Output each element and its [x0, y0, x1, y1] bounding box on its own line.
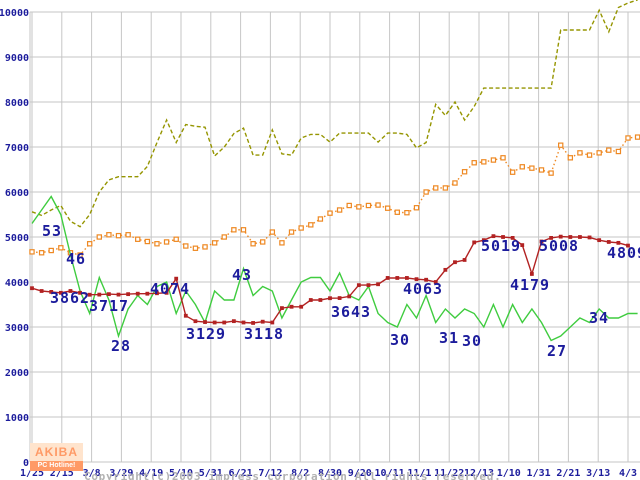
- x-tick-label: 9/20: [348, 468, 372, 479]
- x-tick-label: 2/21: [556, 468, 580, 479]
- value-annotation: 4074: [150, 280, 190, 298]
- value-annotation: 53: [42, 222, 62, 240]
- value-annotation: 3717: [89, 297, 129, 315]
- series-upper-price-olive-dashed: [31, 0, 638, 228]
- value-annotation: 34: [589, 309, 609, 327]
- x-tick-label: 7/12: [258, 468, 282, 479]
- x-tick-label: 3/8: [83, 468, 101, 479]
- y-tick-label: 10000: [0, 8, 29, 19]
- value-annotation: 30: [462, 332, 482, 350]
- y-tick-label: 8000: [5, 98, 29, 109]
- x-tick-label: 11/1: [407, 468, 431, 479]
- value-annotation: 3862: [50, 289, 90, 307]
- y-axis-labels: 0 1000 2000 3000 4000 5000 6000 7000 8000 9000 100…: [0, 8, 29, 469]
- value-annotation: 31: [439, 329, 459, 347]
- series-shop-count-green: [31, 195, 638, 342]
- value-annotation: 4809: [607, 244, 640, 262]
- y-tick-label: 5000: [5, 233, 29, 244]
- series-lower-price-darkred-solid: [30, 234, 630, 325]
- value-annotation: 43: [232, 266, 252, 284]
- y-tick-label: 9000: [5, 53, 29, 64]
- x-tick-label: 5/31: [199, 468, 223, 479]
- y-tick-label: 7000: [5, 143, 29, 154]
- value-annotation: 5019: [481, 237, 521, 255]
- y-tick-label: 4000: [5, 278, 29, 289]
- y-tick-label: 2000: [5, 368, 29, 379]
- value-annotation: 3118: [244, 325, 284, 343]
- value-annotation: 46: [66, 250, 86, 268]
- value-annotation: 5008: [539, 237, 579, 255]
- x-tick-label: 2/15: [50, 468, 74, 479]
- value-annotation: 4063: [403, 280, 443, 298]
- x-tick-label: 1/10: [497, 468, 521, 479]
- value-annotation: 30: [390, 331, 410, 349]
- series-middle-price-orange-dotted: [29, 134, 640, 258]
- x-tick-label: 8/2: [291, 468, 309, 479]
- x-tick-label: 1/31: [527, 468, 551, 479]
- x-tick-label: 8/30: [318, 468, 342, 479]
- x-tick-label: 10/11: [375, 468, 405, 479]
- y-tick-label: 0: [23, 458, 29, 469]
- x-tick-label: 4/3: [619, 468, 637, 479]
- x-tick-label: 4/19: [139, 468, 163, 479]
- y-tick-label: 6000: [5, 188, 29, 199]
- value-annotation: 3129: [186, 325, 226, 343]
- value-annotation: 3643: [331, 303, 371, 321]
- x-tick-label: 3/13: [586, 468, 610, 479]
- y-tick-label: 1000: [5, 413, 29, 424]
- x-axis-labels: 1/25 2/15 3/8 3/29 4/19 5/10 5/31 6/21 7/12 8/2 8/…: [20, 468, 637, 479]
- value-annotation: 27: [547, 342, 567, 360]
- value-annotation: 4179: [510, 276, 550, 294]
- x-tick-label: 12/13: [464, 468, 494, 479]
- x-tick-label: 1/25: [20, 468, 44, 479]
- x-tick-label: 3/29: [109, 468, 133, 479]
- x-tick-label: 5/10: [169, 468, 193, 479]
- x-tick-label: 11/22: [434, 468, 464, 479]
- value-annotation: 28: [111, 337, 131, 355]
- y-tick-label: 3000: [5, 323, 29, 334]
- x-tick-label: 6/21: [229, 468, 253, 479]
